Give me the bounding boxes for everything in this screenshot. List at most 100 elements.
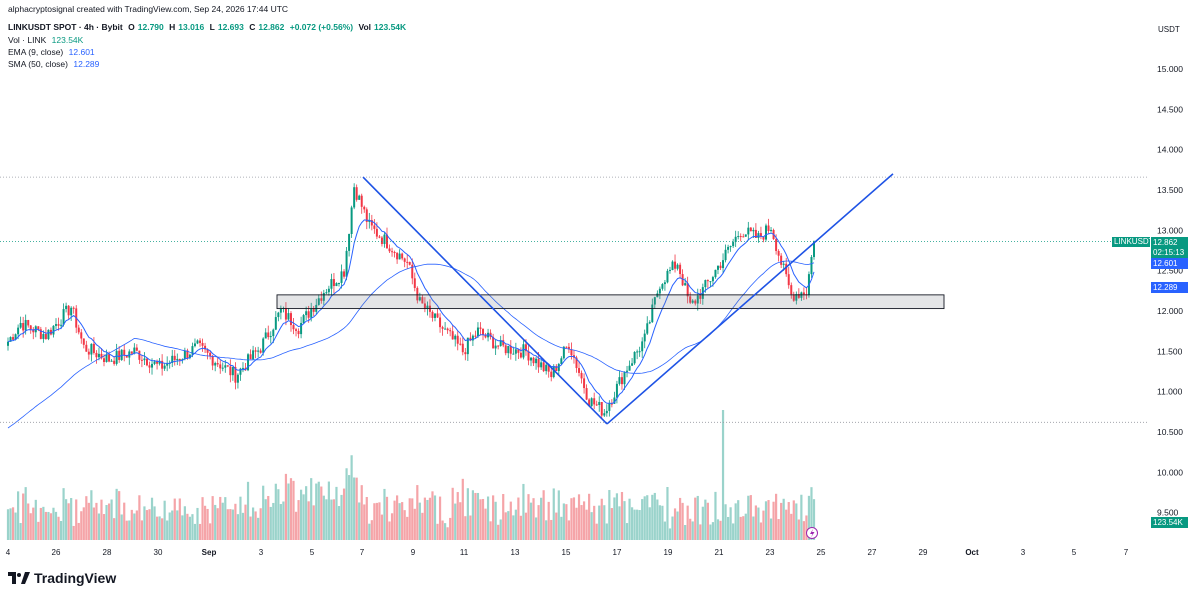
volume-bar [254,511,257,540]
candle-body [108,354,111,362]
candle-body [348,233,351,251]
volume-bar [264,499,267,540]
tradingview-logo[interactable]: TradingView [8,570,116,586]
volume-bar [24,487,27,540]
volume-bar [155,516,159,540]
volume-bar [176,510,179,540]
candle-body [221,367,224,369]
candle-body [385,234,388,249]
volume-bar [742,516,745,540]
candle-body [567,346,570,350]
volume-bar [251,507,255,540]
candle-body [406,261,409,263]
candle-body [252,350,255,360]
candle-body [163,365,166,369]
candle-body [530,357,533,361]
candle-body [446,328,449,331]
volume-bar [168,512,171,540]
volume-bar [696,495,699,540]
volume-bar [636,509,639,540]
volume-bar [593,505,596,540]
volume-bar [598,505,601,540]
volume-bar [22,493,25,540]
support-zone-rectangle[interactable] [276,294,945,310]
candle-body [123,349,126,355]
volume-bar [183,506,186,540]
candle-body [378,236,381,238]
candle-body [813,241,815,258]
x-tick-label: 11 [460,548,469,557]
volume-bar [9,508,12,540]
volume-bar [484,508,487,540]
currency-label[interactable]: USDT [1158,25,1180,34]
volume-bar [246,481,250,540]
volume-bar [340,494,343,540]
candle-body [418,297,421,301]
candle-body [542,362,545,372]
candle-body [454,335,457,340]
volume-bar [196,507,199,540]
volume-bar [75,499,78,540]
volume-bar [401,502,404,540]
y-tick-label: 11.000 [1157,387,1183,397]
volume-bar [249,516,252,540]
candle-body [67,305,70,316]
vol-value: 123.54K [374,22,407,32]
candle-body [555,366,558,371]
volume-bar [52,507,55,540]
volume-bar [567,520,571,540]
indicator-sma[interactable]: SMA (50, close) 12.289 [8,59,102,69]
candle-body [560,358,563,364]
candle-body [469,337,472,341]
indicator-ema[interactable]: EMA (9, close) 12.601 [8,47,98,57]
candle-body [388,248,391,252]
volume-bar [456,492,459,540]
candle-body [97,353,100,358]
volume-bar [365,497,368,540]
volume-bar [145,510,149,540]
volume-bar [171,510,174,540]
trendline-up[interactable] [606,173,894,425]
volume-bar [790,513,793,540]
symbol-title[interactable]: LINKUSDT SPOT · 4h · Bybit [8,22,123,32]
volume-bar [656,499,659,540]
x-tick-label: 5 [1072,548,1077,557]
candle-body [241,367,244,369]
volume-bar [39,507,42,540]
x-tick-label: Sep [202,548,217,557]
x-tick-label: 30 [154,548,163,557]
candle-body [133,347,136,354]
volume-bar [257,517,260,540]
volume-bar [754,505,757,540]
volume-bar [239,496,242,540]
candle-body [42,334,45,339]
volume-bar [522,483,525,540]
candle-body [423,303,426,309]
volume-bar [668,528,672,540]
volume-bar [459,502,462,540]
candle-body [403,258,406,262]
volume-bar [396,495,399,540]
volume-bar [489,521,492,540]
lightning-icon[interactable] [806,527,818,539]
trendline-down[interactable] [362,176,608,425]
candle-body [714,269,717,278]
candle-body [716,265,719,270]
volume-bar [582,501,586,540]
volume-bar [757,507,760,540]
candle-body [504,345,507,354]
volume-bar [560,516,563,540]
candle-body [787,274,790,286]
volume-bar [368,523,371,540]
candle-body [810,257,813,275]
candle-body [613,397,616,404]
volume-bar [686,505,689,540]
volume-bar [234,503,237,540]
volume-bar [633,509,636,540]
candle-body [353,187,356,208]
volume-bar [277,489,280,540]
candle-body [140,359,143,361]
indicator-volume[interactable]: Vol · LINK 123.54K [8,35,86,45]
candle-body [580,372,583,379]
